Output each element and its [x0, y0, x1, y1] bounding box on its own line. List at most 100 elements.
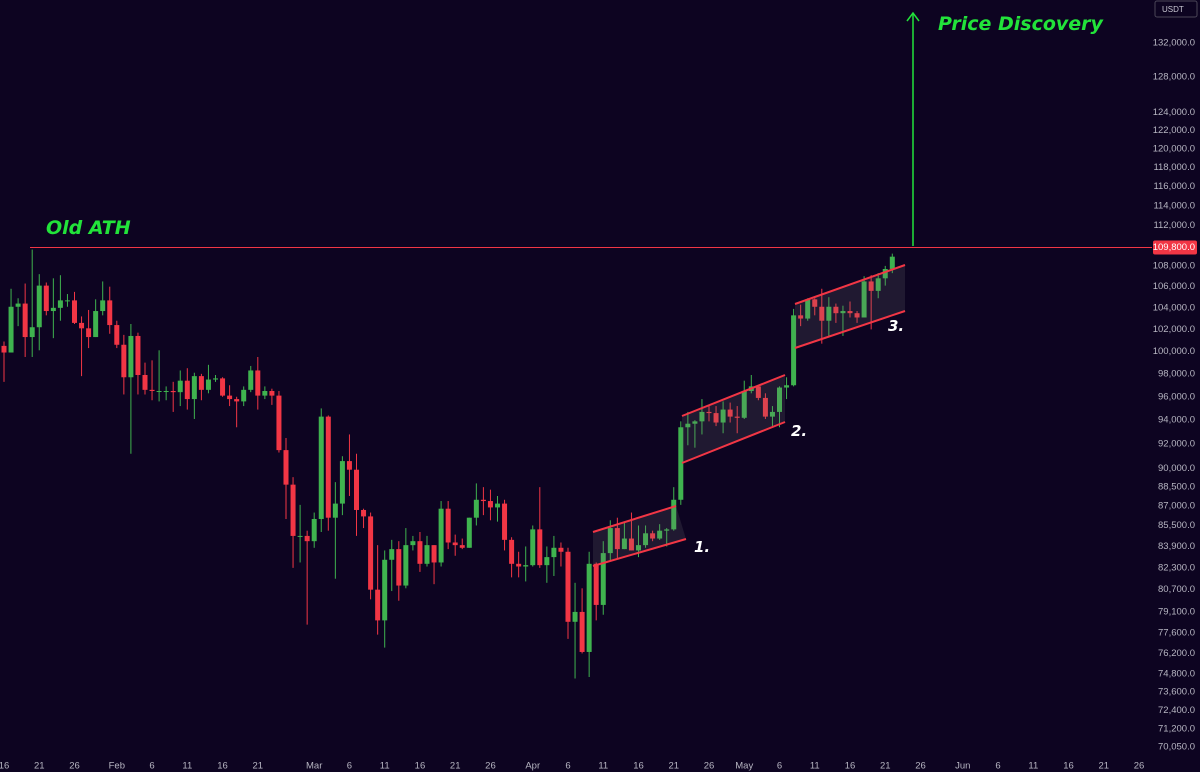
x-tick-label: 21: [1099, 761, 1110, 772]
candle-body: [812, 299, 818, 307]
y-tick-label: 122,000.0: [1153, 125, 1195, 136]
channel-line: [592, 505, 677, 533]
candle-body: [741, 390, 747, 418]
candle-body: [565, 551, 571, 622]
x-tick-label: May: [735, 761, 753, 772]
x-tick-label: 16: [217, 761, 228, 772]
candle-body: [777, 387, 782, 412]
candle-body: [643, 533, 649, 546]
y-tick-label: 87,000.0: [1158, 501, 1195, 512]
candle-body: [424, 545, 430, 564]
candle-body: [1, 345, 7, 353]
candle-body: [269, 390, 275, 396]
candle-body: [487, 501, 493, 508]
x-tick-label: 16: [0, 761, 9, 772]
y-tick-label: 82,300.0: [1158, 562, 1195, 573]
candle-body: [135, 335, 141, 375]
candle-body: [607, 528, 613, 554]
candle-body: [368, 516, 374, 590]
candle-body: [149, 389, 155, 391]
candle-body: [833, 306, 839, 314]
candle-body: [868, 281, 874, 291]
candle-body: [516, 563, 522, 567]
channel-line: [794, 310, 906, 349]
candle-body: [276, 395, 282, 451]
y-tick-label: 98,000.0: [1158, 368, 1195, 379]
candle-body: [671, 499, 677, 530]
candle-body: [847, 311, 853, 314]
x-tick-label: 26: [1134, 761, 1145, 772]
candle-body: [29, 327, 35, 338]
candle-body: [621, 538, 627, 550]
candle-body: [396, 549, 402, 586]
y-tick-label: 112,000.0: [1153, 220, 1195, 231]
x-tick-label: 11: [182, 761, 192, 772]
candle-body: [664, 529, 670, 531]
x-tick-label: 26: [915, 761, 926, 772]
x-tick-label: Apr: [525, 761, 540, 772]
arrow-head: [906, 11, 920, 22]
x-tick-label: 26: [704, 761, 715, 772]
candle-body: [473, 499, 479, 518]
candle-body: [290, 484, 296, 536]
candle-body: [544, 557, 550, 566]
channel-fill: [795, 265, 905, 348]
candle-body: [205, 379, 211, 390]
candle-body: [889, 256, 895, 269]
currency[interactable]: USDT: [1162, 5, 1184, 14]
candle-body: [480, 499, 486, 502]
x-tick-label: 11: [598, 761, 608, 772]
candle-body: [170, 390, 176, 393]
y-tick-label: 124,000.0: [1153, 107, 1195, 118]
y-tick-label: 76,200.0: [1158, 648, 1195, 659]
candle-body: [685, 423, 691, 428]
candle-body: [445, 508, 451, 543]
candle-body: [354, 469, 359, 510]
y-tick-label: 108,000.0: [1153, 260, 1195, 271]
candle-body: [861, 281, 867, 318]
y-tick-label: 132,000.0: [1153, 37, 1195, 48]
candle-body: [283, 450, 289, 485]
y-tick-label: 116,000.0: [1153, 181, 1195, 192]
candle-body: [361, 509, 367, 517]
x-tick-label: 11: [810, 761, 820, 772]
x-tick-label: Feb: [109, 761, 125, 772]
y-tick-label: 88,500.0: [1158, 482, 1195, 493]
candle-body: [36, 285, 42, 328]
candle-body: [537, 529, 543, 566]
y-tick-label: 104,000.0: [1153, 302, 1195, 313]
candle-body: [389, 549, 395, 560]
channels: [592, 264, 906, 567]
candle-body: [241, 389, 247, 402]
candle-body: [734, 416, 740, 418]
candle-body: [628, 538, 634, 551]
y-tick-label: 80,700.0: [1158, 584, 1195, 595]
candle-body: [466, 517, 472, 548]
candle-body: [346, 461, 352, 470]
candle-body: [220, 378, 226, 396]
candle-body: [332, 503, 338, 518]
x-tick-label: 6: [149, 761, 154, 772]
candle-body: [156, 390, 162, 392]
candle-body: [558, 547, 564, 552]
candle-body: [64, 300, 70, 302]
channel-fill: [593, 506, 686, 566]
x-tick-label: 6: [565, 761, 570, 772]
x-tick-label: 21: [450, 761, 461, 772]
candle-body: [509, 539, 515, 564]
candle-body: [882, 268, 888, 279]
candle-body: [784, 385, 790, 388]
candle-body: [339, 461, 345, 504]
annotation: Old ATH: [46, 217, 131, 239]
candle-body: [459, 545, 465, 548]
y-tick-label: 79,100.0: [1158, 606, 1195, 617]
currency-box[interactable]: [1154, 0, 1198, 18]
candle-body: [692, 421, 698, 424]
channel-line: [681, 374, 786, 417]
x-tick-label: 11: [1028, 761, 1038, 772]
x-tick-label: 6: [347, 761, 352, 772]
candle-body: [523, 565, 529, 567]
candle-body: [586, 563, 592, 652]
candle-body: [142, 374, 148, 390]
